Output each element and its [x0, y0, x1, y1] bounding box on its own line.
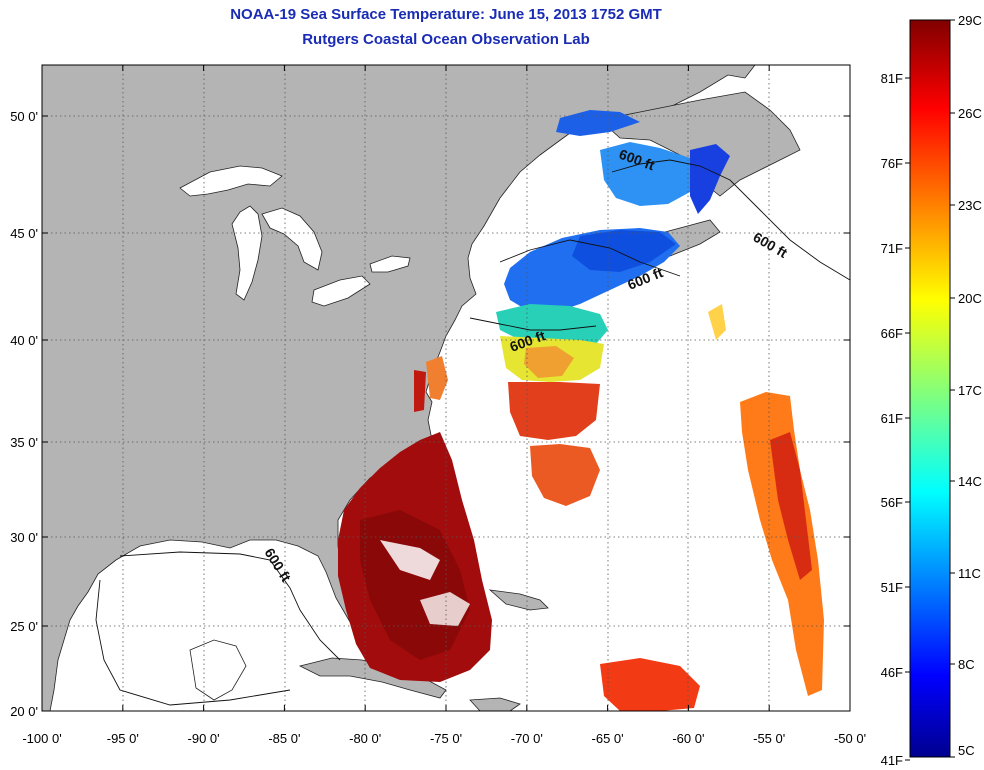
x-tick-label: -70 0' — [511, 731, 543, 746]
map-title: NOAA-19 Sea Surface Temperature: June 15… — [230, 6, 662, 23]
map-subtitle: Rutgers Coastal Ocean Observation Lab — [302, 31, 590, 48]
colorbar-fahrenheit-label: 41F — [881, 753, 903, 768]
colorbar-celsius-labels: 29C 26C 23C 20C 17C 14C 11C 8C 5C — [950, 13, 982, 758]
colorbar-fahrenheit-label: 76F — [881, 156, 903, 171]
map-panel: 600 ft 600 ft 600 ft 600 ft 600 ft — [42, 65, 850, 711]
colorbar-fahrenheit-label: 56F — [881, 495, 903, 510]
sst-overlay — [338, 110, 824, 711]
isobath-600ft — [95, 159, 850, 706]
y-tick-label: 35 0' — [10, 435, 38, 450]
cuba-land — [298, 657, 447, 699]
colorbar-celsius-label: 29C — [958, 13, 982, 28]
y-tick-label: 40 0' — [10, 333, 38, 348]
colorbar-celsius-label: 23C — [958, 198, 982, 213]
x-tick-label: -100 0' — [22, 731, 61, 746]
x-tick-label: -50 0' — [834, 731, 866, 746]
great-lakes — [179, 165, 411, 307]
colorbar-fahrenheit-label: 66F — [881, 326, 903, 341]
x-tick-label: -55 0' — [753, 731, 785, 746]
colorbar-celsius-label: 14C — [958, 474, 982, 489]
x-tick-label: -75 0' — [430, 731, 462, 746]
bahamas-land — [488, 589, 549, 611]
colorbar-gradient — [909, 19, 951, 758]
y-tick-label: 20 0' — [10, 704, 38, 719]
y-tick-label: 30 0' — [10, 530, 38, 545]
colorbar-celsius-label: 17C — [958, 383, 982, 398]
newfoundland-land — [599, 91, 801, 197]
colorbar-fahrenheit-label: 81F — [881, 71, 903, 86]
x-tick-label: -85 0' — [268, 731, 300, 746]
x-axis: -100 0' -95 0' -90 0' -85 0' -80 0' -75 0' -70… — [22, 65, 866, 746]
x-tick-label: -65 0' — [592, 731, 624, 746]
y-axis: 20 0' 25 0' 30 0' 35 0' 40 0' 45 0' 50 0' — [10, 109, 850, 719]
colorbar-fahrenheit-label: 46F — [881, 665, 903, 680]
colorbar: 29C 26C 23C 20C 17C 14C 11C 8C 5C 81F 76F 71F 66F 61… — [881, 13, 982, 768]
colorbar-fahrenheit-label: 61F — [881, 411, 903, 426]
y-tick-label: 45 0' — [10, 226, 38, 241]
colorbar-fahrenheit-label: 71F — [881, 241, 903, 256]
x-tick-label: -95 0' — [107, 731, 139, 746]
colorbar-celsius-label: 8C — [958, 657, 975, 672]
x-tick-label: -80 0' — [349, 731, 381, 746]
x-tick-label: -90 0' — [188, 731, 220, 746]
y-tick-label: 25 0' — [10, 619, 38, 634]
colorbar-celsius-label: 26C — [958, 106, 982, 121]
colorbar-fahrenheit-label: 51F — [881, 580, 903, 595]
colorbar-celsius-label: 5C — [958, 743, 975, 758]
colorbar-celsius-label: 11C — [958, 566, 981, 581]
hispaniola-land — [469, 697, 521, 711]
colorbar-celsius-label: 20C — [958, 291, 982, 306]
colorbar-fahrenheit-labels: 81F 76F 71F 66F 61F 56F 51F 46F 41F — [881, 71, 910, 768]
y-tick-label: 50 0' — [10, 109, 38, 124]
x-tick-label: -60 0' — [672, 731, 704, 746]
